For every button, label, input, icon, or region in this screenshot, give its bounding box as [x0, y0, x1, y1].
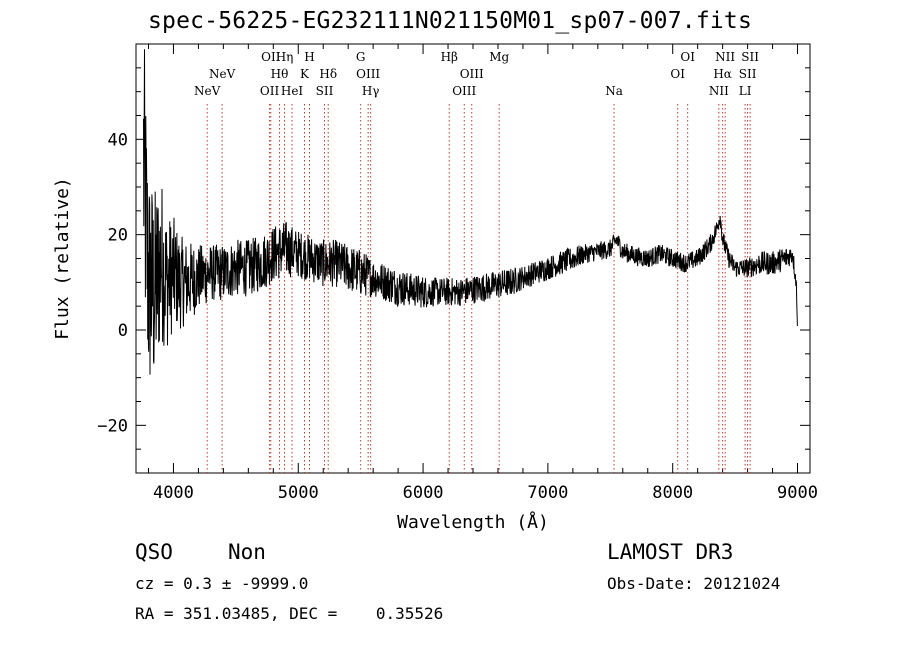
spectral-line-label: OIII	[356, 67, 380, 81]
y-tick-label: −20	[97, 416, 128, 436]
y-tick-label: 0	[118, 321, 128, 341]
spectral-line-label: OII	[261, 50, 281, 64]
survey-label: LAMOST DR3	[607, 540, 734, 564]
spectral-line-label: Mg	[489, 50, 509, 64]
x-tick-label: 9000	[777, 483, 818, 503]
coords-text: RA = 351.03485, DEC = 0.35526	[135, 604, 444, 623]
x-tick-label: 5000	[278, 483, 319, 503]
spectral-line-label: HeI	[281, 84, 304, 98]
spectral-line-label: SII	[316, 84, 334, 98]
spectral-line-label: Hθ	[271, 67, 289, 81]
chart-title: spec-56225-EG232111N021150M01_sp07-007.f…	[147, 8, 753, 34]
spectral-line-label: OIII	[460, 67, 484, 81]
x-tick-label: 4000	[153, 483, 194, 503]
spectral-line-label: SII	[739, 67, 757, 81]
object-class: QSO	[135, 540, 173, 564]
spectral-line-label: Hγ	[362, 84, 380, 98]
y-tick-label: 20	[108, 226, 128, 246]
spectral-line-label: Na	[605, 84, 623, 98]
x-tick-label: 6000	[403, 483, 444, 503]
y-axis-label: Flux (relative)	[52, 177, 73, 340]
spectral-line-label: NeV	[209, 67, 236, 81]
obs-date-text: Obs-Date: 20121024	[607, 574, 781, 593]
spectral-line-label: H	[304, 50, 314, 64]
x-axis-label: Wavelength (Å)	[397, 511, 549, 533]
spectral-line-label: NII	[715, 50, 735, 64]
spectral-line-label: Hη	[276, 50, 294, 64]
spectral-line-label: NeV	[194, 84, 221, 98]
y-tick-label: 40	[108, 130, 128, 150]
spectral-line-label: Hδ	[319, 67, 337, 81]
spectral-line-label: Hα	[713, 67, 732, 81]
object-subclass: Non	[228, 540, 266, 564]
spectral-line-label: OII	[260, 84, 280, 98]
spectrum-line	[143, 49, 798, 375]
spectral-line-label: G	[356, 50, 366, 64]
spectral-line-label: NII	[709, 84, 729, 98]
x-tick-label: 8000	[652, 483, 693, 503]
spectral-line-label: OI	[670, 67, 685, 81]
spectral-line-label: Hβ	[441, 50, 458, 64]
x-tick-label: 7000	[527, 483, 568, 503]
spectral-line-label: SII	[741, 50, 759, 64]
redshift-text: cz = 0.3 ± -9999.0	[135, 574, 309, 593]
spectral-line-label: OIII	[452, 84, 476, 98]
spectral-line-label: OI	[680, 50, 695, 64]
spectral-line-label: LI	[739, 84, 752, 98]
spectral-line-label: K	[300, 67, 310, 81]
